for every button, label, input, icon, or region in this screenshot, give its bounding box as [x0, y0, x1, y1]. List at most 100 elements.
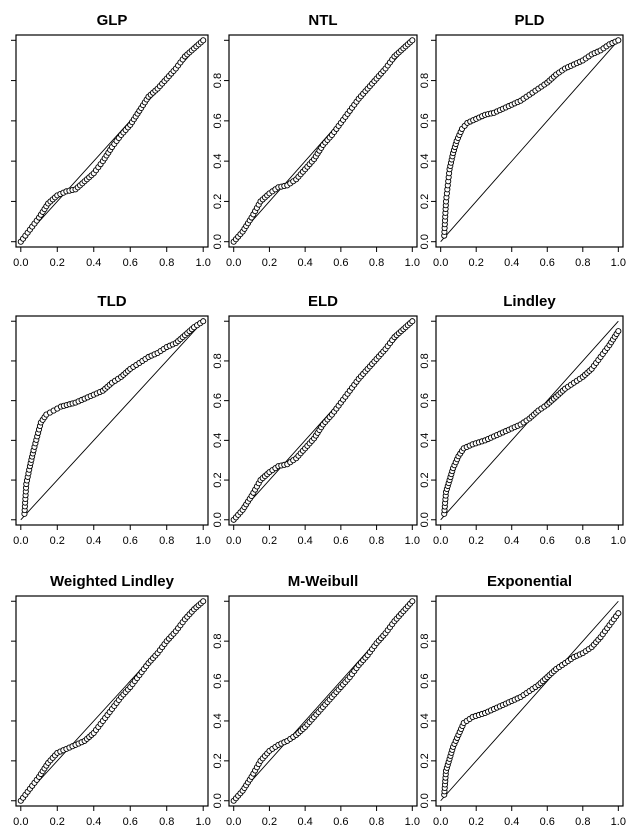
x-tick-label: 0.8: [159, 535, 174, 547]
data-point: [200, 318, 207, 325]
plot-frame: [15, 34, 209, 248]
x-tick-label: 0.0: [226, 535, 241, 547]
panel-title: Weighted Lindley: [50, 573, 175, 590]
x-tick-label: 1.0: [611, 257, 626, 269]
y-tick-label: 0.4: [212, 153, 224, 168]
panel-title: ELD: [308, 293, 338, 310]
y-tick-label: 0.6: [212, 673, 224, 688]
x-tick-label: 0.4: [504, 535, 519, 547]
x-tick-label: 0.4: [297, 535, 312, 547]
plot-frame: [15, 595, 209, 807]
x-tick-label: 0.4: [504, 257, 519, 269]
data-point: [200, 598, 207, 605]
x-tick-label: 0.6: [123, 535, 138, 547]
x-tick-label: 0.2: [50, 535, 65, 547]
y-tick-label: 0.2: [212, 194, 224, 209]
x-tick-label: 0.8: [159, 257, 174, 269]
y-tick-label: 0.2: [419, 194, 431, 209]
plot-frame: [228, 595, 418, 807]
y-tick-label: 0.0: [419, 793, 431, 808]
data-point: [615, 37, 622, 44]
x-tick-label: 0.8: [369, 816, 384, 828]
y-tick-label: 0.4: [419, 153, 431, 168]
y-tick-label: 0.8: [212, 353, 224, 368]
y-tick-label: 0.0: [419, 234, 431, 249]
y-tick-label: 0.6: [212, 393, 224, 408]
data-point: [615, 610, 622, 617]
y-tick-label: 0.8: [212, 73, 224, 88]
x-tick-label: 0.8: [369, 535, 384, 547]
data-point: [615, 328, 622, 335]
plot-frame: [435, 595, 624, 807]
x-tick-label: 0.6: [123, 257, 138, 269]
y-tick-label: 0.0: [212, 793, 224, 808]
y-tick-label: 0.0: [212, 234, 224, 249]
x-tick-label: 0.4: [297, 257, 312, 269]
x-tick-label: 0.4: [86, 535, 101, 547]
x-tick-label: 0.0: [226, 816, 241, 828]
y-tick-label: 0.0: [419, 512, 431, 527]
y-tick-label: 0.6: [212, 113, 224, 128]
panel-title: GLP: [97, 12, 128, 29]
x-tick-label: 0.2: [469, 257, 484, 269]
x-tick-label: 0.6: [333, 535, 348, 547]
panel-9: Exponential 0.0 0.2 0.4 0.6 0.8 1.0 0.0 0.2 0.4 0.…: [419, 573, 626, 828]
y-tick-label: 0.2: [212, 753, 224, 768]
plot-frame: [15, 315, 209, 526]
y-tick-label: 0.0: [212, 512, 224, 527]
panel-title: Lindley: [503, 293, 556, 310]
x-tick-label: 0.0: [433, 816, 448, 828]
x-tick-label: 0.4: [86, 816, 101, 828]
y-tick-label: 0.4: [212, 433, 224, 448]
x-tick-label: 0.6: [540, 535, 555, 547]
panel-2: NTL 0.0 0.2 0.4 0.6 0.8 1.0 0.0 0.2 0.4 0.6 0.8: [212, 12, 420, 269]
x-tick-label: 0.0: [13, 816, 28, 828]
y-tick-label: 0.8: [419, 73, 431, 88]
x-tick-label: 0.8: [575, 257, 590, 269]
reference-line: [440, 40, 619, 242]
x-tick-label: 1.0: [405, 257, 420, 269]
x-tick-label: 0.8: [575, 816, 590, 828]
x-tick-label: 1.0: [611, 816, 626, 828]
plot-frame: [435, 315, 624, 526]
x-tick-label: 0.6: [333, 816, 348, 828]
plot-frame: [435, 34, 624, 248]
x-tick-label: 0.2: [469, 816, 484, 828]
y-tick-label: 0.8: [419, 353, 431, 368]
x-tick-label: 0.6: [540, 257, 555, 269]
x-tick-label: 0.0: [13, 257, 28, 269]
y-tick-label: 0.4: [212, 713, 224, 728]
panel-3: PLD 0.0 0.2 0.4 0.6 0.8 1.0 0.0 0.2 0.4 0.6 0.8: [419, 12, 626, 269]
y-tick-label: 0.8: [212, 634, 224, 649]
x-tick-label: 0.4: [86, 257, 101, 269]
panel-title: TLD: [97, 293, 126, 310]
plot-frame: [228, 34, 418, 248]
reference-line: [20, 320, 204, 521]
x-tick-label: 0.2: [469, 535, 484, 547]
x-tick-label: 0.2: [262, 257, 277, 269]
panel-7: Weighted Lindley 0.0 0.2 0.4 0.6 0.8 1.0: [11, 573, 211, 828]
x-tick-label: 0.2: [262, 816, 277, 828]
x-tick-label: 0.4: [504, 816, 519, 828]
x-tick-label: 1.0: [405, 535, 420, 547]
y-tick-label: 0.2: [212, 472, 224, 487]
y-tick-label: 0.6: [419, 113, 431, 128]
panel-8: M-Weibull 0.0 0.2 0.4 0.6 0.8 1.0 0.0 0.2 0.4 0.6 0…: [212, 573, 420, 828]
x-tick-label: 1.0: [196, 535, 211, 547]
x-tick-label: 0.6: [540, 816, 555, 828]
x-tick-label: 0.2: [50, 257, 65, 269]
panel-title: NTL: [308, 12, 337, 29]
data-point: [409, 318, 416, 325]
y-tick-label: 0.4: [419, 713, 431, 728]
x-tick-label: 0.2: [50, 816, 65, 828]
panel-4: TLD 0.0 0.2 0.4 0.6 0.8 1.0: [11, 293, 211, 547]
x-tick-label: 0.6: [123, 816, 138, 828]
x-tick-label: 0.6: [333, 257, 348, 269]
panel-title: PLD: [515, 12, 545, 29]
x-tick-label: 0.0: [433, 257, 448, 269]
y-tick-label: 0.2: [419, 472, 431, 487]
panel-6: Lindley 0.0 0.2 0.4 0.6 0.8 1.0 0.0 0.2 0.4 0.6 0.8: [419, 293, 626, 547]
x-tick-label: 0.8: [575, 535, 590, 547]
x-tick-label: 0.8: [159, 816, 174, 828]
